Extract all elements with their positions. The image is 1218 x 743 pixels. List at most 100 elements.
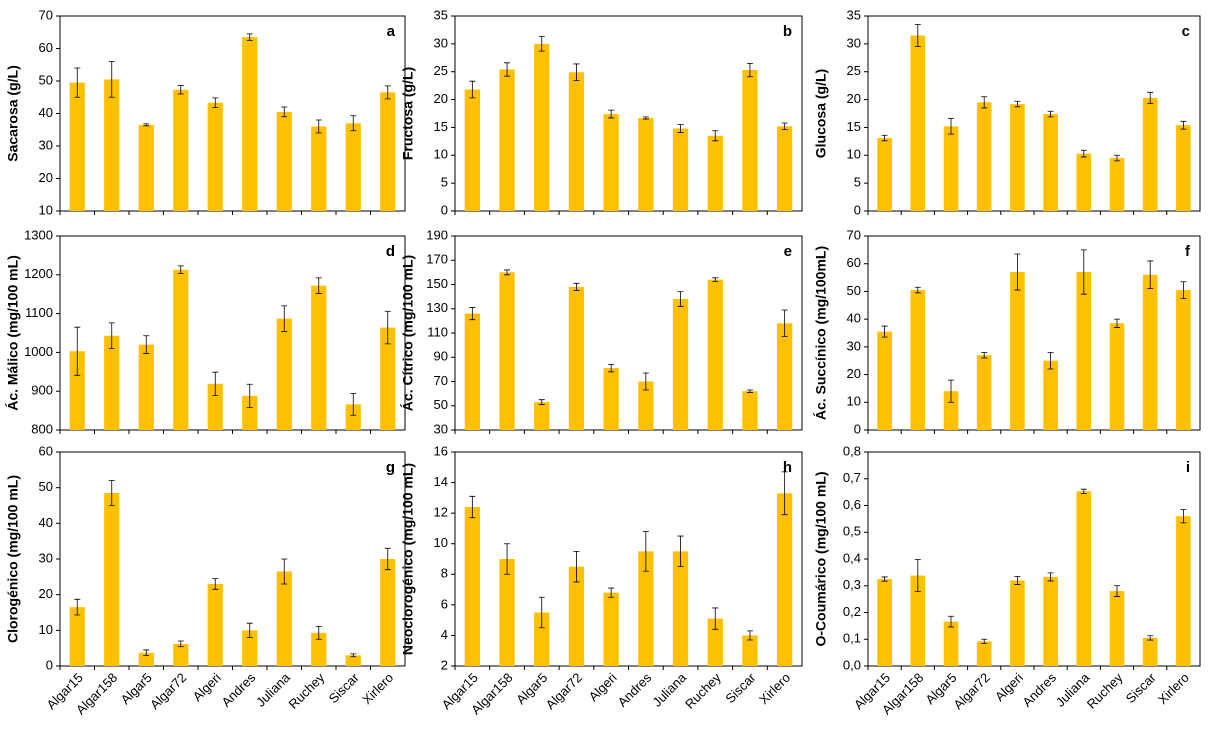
bar: [910, 290, 926, 430]
error-bar: [1147, 260, 1154, 290]
error-bar: [746, 389, 753, 393]
y-tick-label: 0,2: [843, 604, 861, 619]
bar: [1176, 290, 1191, 430]
y-tick-label: 25: [434, 63, 448, 78]
bar: [380, 92, 396, 211]
y-tick-label: 1200: [24, 266, 53, 281]
y-tick-label: 20: [847, 366, 861, 381]
bar: [877, 579, 892, 666]
error-bar: [1180, 120, 1187, 130]
y-tick-label: 15: [847, 119, 861, 134]
bar: [276, 571, 292, 666]
y-tick-label: 10: [847, 394, 861, 409]
bar: [1010, 272, 1025, 430]
bar: [464, 507, 480, 666]
error-bar: [712, 607, 719, 630]
error-bar: [746, 62, 753, 78]
bar: [976, 641, 992, 666]
bar: [603, 368, 619, 430]
error-bar: [1047, 352, 1054, 370]
error-bar: [538, 36, 545, 52]
y-tick-label: 50: [847, 283, 861, 298]
error-bar: [74, 326, 81, 376]
y-tick-label: 0: [854, 202, 861, 217]
error-bar: [981, 96, 988, 109]
bar: [173, 269, 189, 430]
y-tick-label: 0,4: [843, 550, 861, 565]
bar: [742, 70, 758, 212]
error-bar: [914, 559, 921, 593]
bar: [69, 351, 85, 430]
x-tick-label: Xirlero: [1155, 670, 1192, 707]
y-tick-label: 14: [434, 474, 448, 489]
y-tick-label: 0,7: [843, 470, 861, 485]
x-tick-label: Siscar: [1123, 669, 1160, 706]
error-bar: [281, 305, 288, 332]
y-tick-label: 50: [434, 397, 448, 412]
bar: [1176, 125, 1191, 211]
error-bar: [1180, 509, 1187, 524]
panel-label: a: [387, 23, 396, 40]
bar: [943, 391, 959, 430]
error-bar: [212, 371, 219, 396]
bar: [276, 318, 292, 430]
error-bar: [914, 286, 921, 294]
bar: [380, 559, 396, 666]
error-bar: [981, 352, 988, 359]
y-tick-label: 150: [426, 276, 448, 291]
error-bar: [1080, 488, 1087, 494]
error-bar: [1014, 575, 1021, 585]
y-tick-label: 20: [847, 91, 861, 106]
bar: [1142, 97, 1158, 211]
bar: [1043, 360, 1058, 430]
x-tick-label: Siscar: [326, 669, 363, 706]
error-bar: [573, 282, 580, 291]
x-tick-label: Algar72: [543, 670, 585, 712]
y-tick-label: 1300: [24, 227, 53, 242]
panel-label: c: [1182, 23, 1190, 40]
y-tick-label: 70: [39, 7, 53, 22]
bar: [464, 313, 480, 430]
x-tick-label: Ruchey: [682, 670, 724, 712]
bar: [603, 114, 619, 211]
y-tick-label: 0: [46, 657, 53, 672]
bar: [877, 331, 892, 430]
bar: [672, 551, 689, 666]
error-bar: [642, 372, 649, 391]
bar: [638, 381, 654, 430]
y-tick-label: 1000: [24, 344, 53, 359]
error-bar: [384, 547, 391, 571]
y-tick-label: 40: [847, 311, 861, 326]
error-bar: [608, 364, 615, 373]
x-tick-label: Ruchey: [286, 670, 328, 712]
error-bar: [608, 109, 615, 119]
error-bar: [538, 596, 545, 629]
bar: [1043, 576, 1058, 666]
bar: [707, 135, 723, 211]
bar: [242, 630, 258, 666]
y-tick-label: 8: [441, 566, 448, 581]
y-tick-label: 110: [427, 324, 448, 339]
error-bar: [677, 124, 684, 133]
error-bar: [1114, 318, 1120, 328]
bar: [910, 575, 926, 666]
bar: [672, 299, 689, 430]
bar: [777, 493, 793, 666]
y-tick-label: 40: [39, 105, 53, 120]
y-tick-label: 10: [39, 202, 53, 217]
bar: [568, 286, 585, 430]
error-bar: [1147, 635, 1154, 641]
x-tick-label: Andres: [1019, 670, 1059, 710]
y-tick-label: 0: [854, 421, 861, 436]
error-bar: [914, 23, 921, 48]
y-tick-label: 190: [426, 227, 448, 242]
error-bar: [212, 578, 219, 590]
bar: [104, 493, 120, 666]
x-tick-label: Andres: [219, 670, 259, 710]
x-tick-label: Xirlero: [756, 670, 793, 707]
y-tick-label: 20: [39, 586, 53, 601]
y-tick-label: 30: [434, 421, 448, 436]
error-bar: [315, 119, 322, 134]
error-bar: [781, 122, 788, 131]
